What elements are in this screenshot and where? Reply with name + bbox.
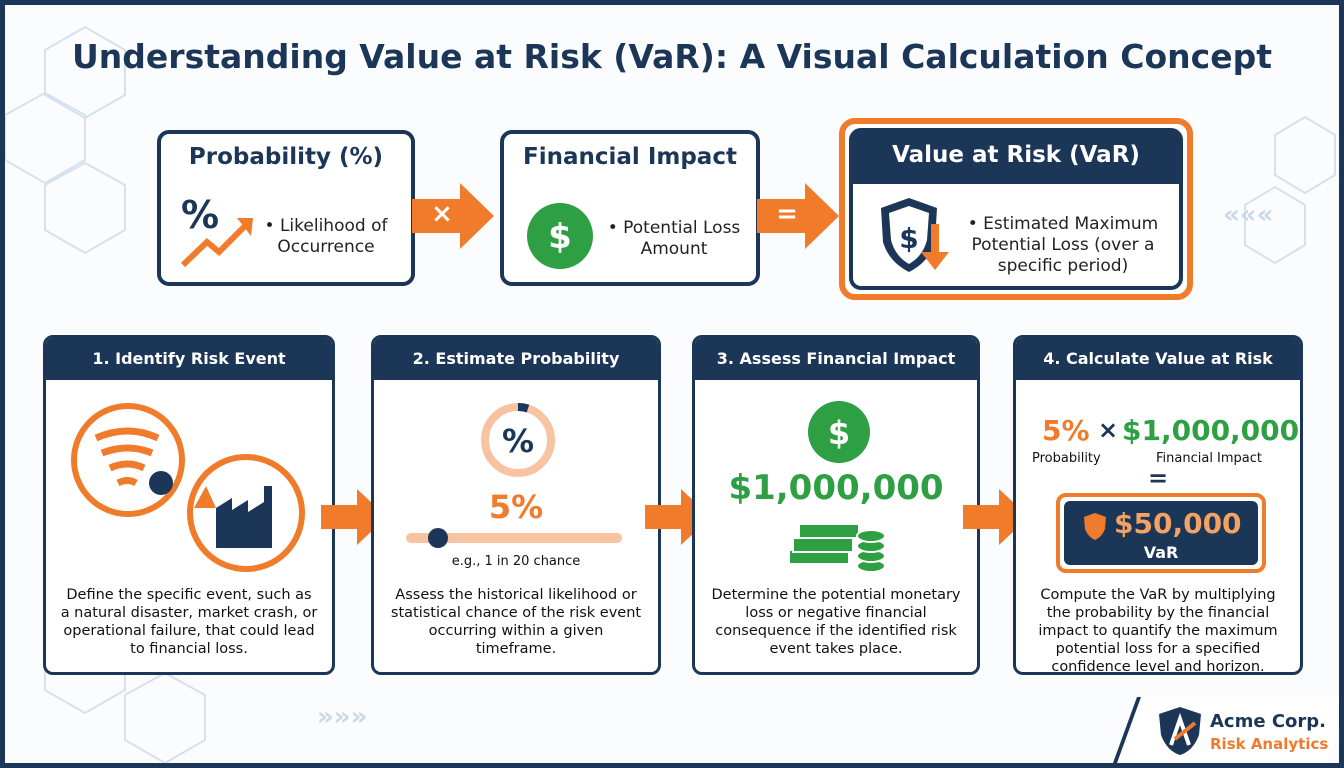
- shield-icon: $: [881, 198, 949, 272]
- step-card: 4. Calculate Value at Risk (VaR) 5% × $1…: [1013, 335, 1303, 675]
- probability-gauge: %: [481, 402, 555, 477]
- money-icon: [788, 523, 886, 573]
- dollar-icon: $: [527, 203, 593, 269]
- box-title: Financial Impact: [523, 144, 737, 170]
- step-description: Determine the potential monetary loss or…: [711, 587, 961, 657]
- formula-box: Value at Risk (VaR) $ • Estimated Maximu…: [849, 128, 1183, 290]
- box-title: Probability (%): [188, 144, 384, 170]
- icon-label: %: [181, 193, 219, 237]
- brand-tagline: Risk Analytics: [1210, 735, 1329, 753]
- gauge-label: %: [502, 422, 534, 460]
- box-text: • Likelihood of Occurrence: [264, 216, 388, 257]
- slider: [406, 528, 622, 548]
- probability-value: 5%: [488, 488, 544, 526]
- probability-note: e.g., 1 in 20 chance: [451, 554, 581, 569]
- svg-text:»»»: »»»: [317, 702, 367, 732]
- brand-name: Acme Corp.: [1210, 711, 1327, 732]
- formula-box: Financial Impact $ • Potential Loss Amou…: [500, 130, 760, 286]
- impact-value: $1,000,000: [728, 468, 944, 508]
- dollar-icon: $: [808, 401, 870, 463]
- brand-logo: [1159, 707, 1201, 755]
- calc-impact: $1,000,000: [1122, 414, 1300, 447]
- calc-operator: ×: [1098, 416, 1119, 444]
- box-text: • Estimated Maximum Potential Loss (over…: [967, 214, 1159, 276]
- icon-label: $: [548, 217, 572, 257]
- result-highlight: Value at Risk (VaR) $ • Estimated Maximu…: [839, 118, 1193, 300]
- box-title: Value at Risk (VaR): [892, 142, 1140, 168]
- result-label: VaR: [1143, 543, 1179, 562]
- operator-arrow: ×: [412, 183, 494, 249]
- icon-label: $: [828, 414, 850, 452]
- background-decor: ««« »»»: [5, 25, 1336, 763]
- operator-arrow: =: [757, 183, 839, 249]
- calc-probability-label: Probability: [1032, 451, 1101, 466]
- risk-event-icon: [71, 403, 305, 572]
- step-card: 1. Identify Risk Event Define the specif…: [43, 335, 335, 675]
- step-title: 1. Identify Risk Event: [46, 338, 332, 380]
- operator: =: [776, 199, 798, 229]
- shield-icon: [1084, 513, 1106, 540]
- box-text: • Potential Loss Amount: [607, 218, 741, 259]
- step-title: 3. Assess Financial Impact: [695, 338, 977, 380]
- operator: ×: [431, 199, 453, 229]
- step-title: 2. Estimate Probability: [374, 338, 658, 380]
- result-value: $50,000: [1114, 507, 1242, 540]
- result-frame: $50,000 VaR: [1056, 493, 1266, 573]
- flow-arrow: [321, 489, 387, 545]
- calc-equals: =: [1147, 464, 1169, 492]
- flow-arrow: [963, 489, 1029, 545]
- step-card: 2. Estimate Probability % 5% e.g., 1 in …: [371, 335, 661, 675]
- step-title: 4. Calculate Value at Risk (VaR): [1016, 338, 1300, 410]
- formula-box: Probability (%) % • Likelihood of Occurr…: [157, 130, 415, 286]
- calc-impact-label: Financial Impact: [1156, 451, 1263, 466]
- step-card: 3. Assess Financial Impact $ $1,000,000 …: [692, 335, 980, 675]
- step-description: Compute the VaR by multiplying the proba…: [1038, 587, 1278, 675]
- svg-text:«««: «««: [1223, 200, 1273, 230]
- icon-label: $: [899, 222, 918, 255]
- step-description: Assess the historical likelihood or stat…: [390, 587, 642, 657]
- calc-probability: 5%: [1042, 414, 1090, 447]
- step-description: Define the specific event, such as a nat…: [60, 587, 318, 657]
- title: Understanding Value at Risk (VaR): A Vis…: [72, 37, 1272, 76]
- percent-icon: %: [180, 193, 253, 268]
